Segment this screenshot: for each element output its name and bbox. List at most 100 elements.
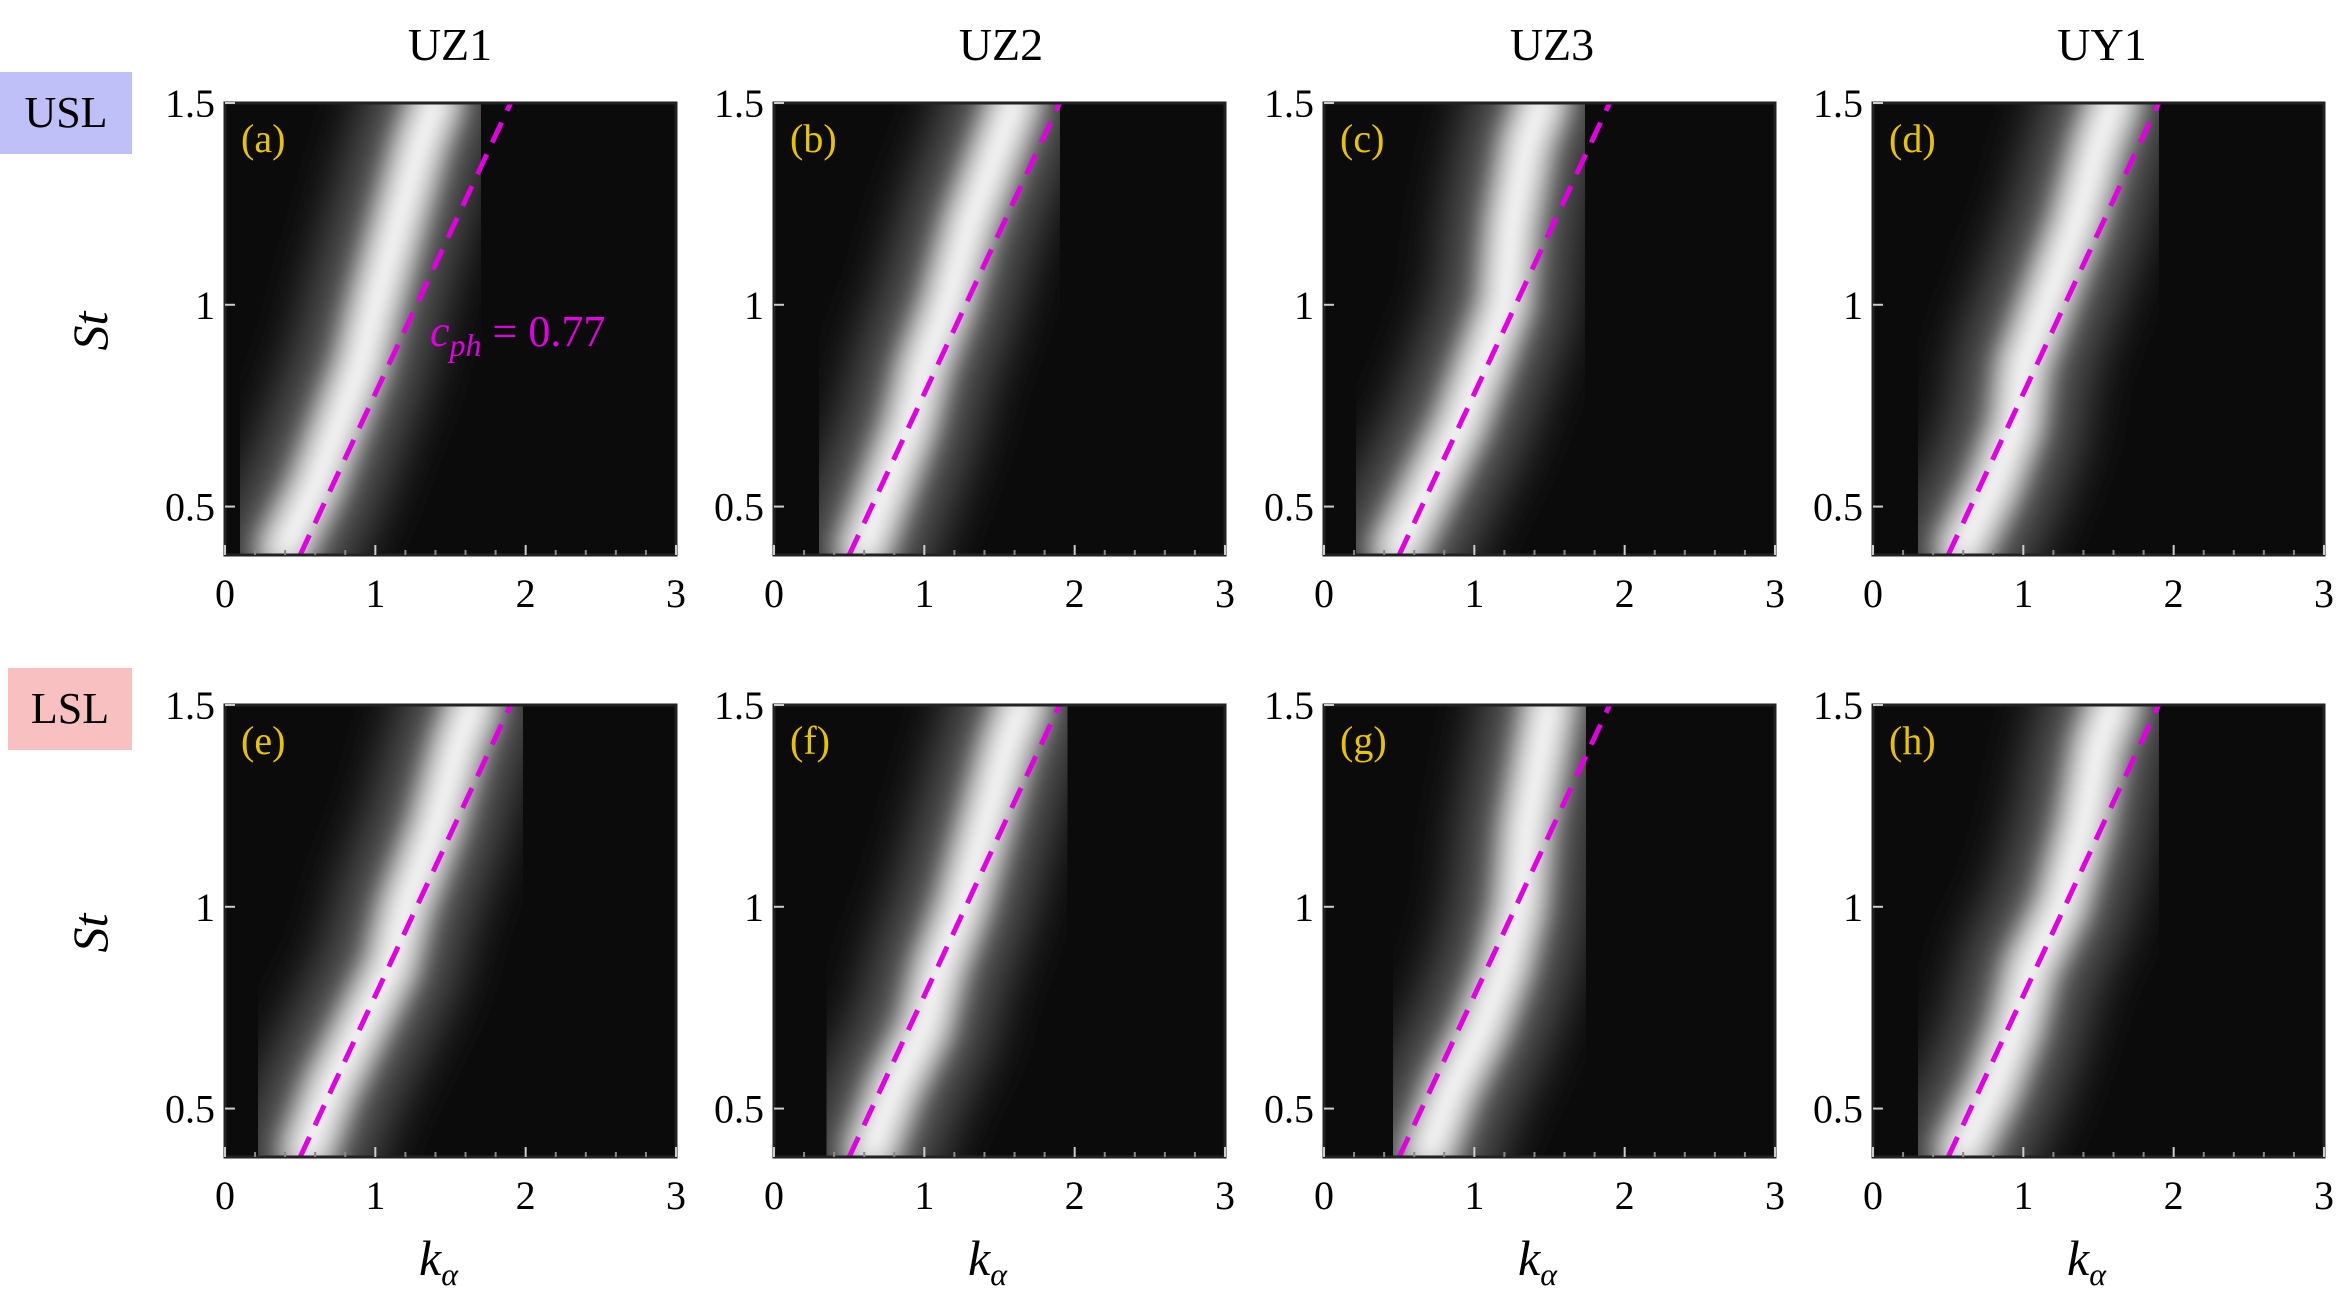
phase-speed-line: [1396, 103, 1612, 555]
x-tick-label: 0: [764, 1173, 784, 1218]
x-tick-label: 3: [2314, 571, 2334, 616]
y-tick-label: 1: [1843, 885, 1863, 930]
x-tick-label: 0: [1314, 571, 1334, 616]
axes-frame: [223, 101, 678, 557]
axes-frame: [772, 703, 1227, 1159]
x-tick-label: 0: [1863, 1173, 1883, 1218]
axes-frame: [1322, 703, 1777, 1159]
phase-speed-line: [297, 103, 513, 555]
y-tick-label: 1.5: [165, 81, 215, 126]
column-title-uz3: UZ3: [1510, 19, 1594, 70]
y-tick-label: 1: [744, 885, 764, 930]
x-axis-label-main: k: [419, 1230, 442, 1286]
x-axis-label-main: k: [968, 1230, 991, 1286]
y-axis-label: St: [62, 912, 118, 952]
column-titles: UZ1 UZ2 UZ3 UY1: [408, 19, 2147, 70]
y-tick-label: 1: [195, 283, 215, 328]
phase-speed-line: [297, 705, 513, 1157]
y-tick-label: 1.5: [1264, 683, 1314, 728]
heatmap-ridge-core: [853, 103, 1026, 555]
phase-speed-line: [1945, 705, 2161, 1157]
y-tick-label: 0.5: [714, 1087, 764, 1132]
heatmap-field: [799, 103, 1080, 555]
heatmap-field: [806, 705, 1088, 1157]
panel-label: (a): [241, 116, 285, 161]
axes-frame: [1322, 101, 1777, 557]
column-title-uz2: UZ2: [959, 19, 1043, 70]
panel-label: (d): [1889, 116, 1936, 161]
panel-h: 0 1 2 3 0.5 1 1.5 (h) kα: [1813, 683, 2334, 1291]
x-tick-label: 0: [764, 571, 784, 616]
panels: 0 1 2 3 0.5 1 1.5 (a) St cph = 0.77 0 1 2 3 0.5 1 1.5 (b)…: [62, 81, 2334, 1291]
y-tick-label: 1: [1294, 885, 1314, 930]
heatmap-ridge-core: [274, 103, 447, 555]
x-tick-label: 3: [2314, 1173, 2334, 1218]
x-axis-label: kα: [2067, 1230, 2107, 1291]
heatmap-ridge-core: [860, 705, 1034, 1157]
x-tick-label: 3: [666, 571, 686, 616]
y-axis-label: St: [62, 310, 118, 350]
row-label-usl-box: [0, 72, 132, 154]
x-tick-label: 1: [914, 1173, 934, 1218]
heatmap-ridge-core: [1418, 705, 1561, 1157]
column-title-uz1: UZ1: [408, 19, 492, 70]
x-tick-label: 2: [1065, 1173, 1085, 1218]
panel-label: (c): [1340, 116, 1384, 161]
y-tick-label: 1: [744, 283, 764, 328]
panel-a: 0 1 2 3 0.5 1 1.5 (a) St cph = 0.77: [62, 81, 686, 616]
row-label-lsl: LSL: [31, 684, 109, 733]
x-tick-label: 1: [2013, 1173, 2033, 1218]
heatmap-field: [225, 103, 501, 555]
phase-speed-line: [1396, 705, 1612, 1157]
panel-c: 0 1 2 3 0.5 1 1.5 (c): [1264, 81, 1785, 616]
panel-label: (g): [1340, 718, 1387, 763]
x-tick-label: 1: [365, 1173, 385, 1218]
row-label-lsl-box: [8, 668, 132, 750]
x-tick-label: 1: [365, 571, 385, 616]
row-labels: USL LSL: [0, 72, 132, 750]
x-tick-label: 3: [1215, 571, 1235, 616]
x-tick-label: 3: [1215, 1173, 1235, 1218]
y-tick-label: 1.5: [1813, 81, 1863, 126]
x-tick-label: 2: [2164, 571, 2184, 616]
heatmap-ridge-core: [1952, 103, 2125, 555]
x-tick-label: 2: [2164, 1173, 2184, 1218]
x-tick-label: 3: [666, 1173, 686, 1218]
x-tick-label: 0: [1314, 1173, 1334, 1218]
x-tick-label: 2: [1065, 571, 1085, 616]
y-tick-label: 0.5: [1813, 1087, 1863, 1132]
panel-g: 0 1 2 3 0.5 1 1.5 (g) kα: [1264, 683, 1785, 1291]
phase-speed-line: [1945, 103, 2161, 555]
panel-label: (f): [790, 718, 830, 763]
x-tick-label: 2: [1615, 1173, 1635, 1218]
x-tick-label: 0: [215, 571, 235, 616]
axes-frame: [1871, 703, 2326, 1159]
y-tick-label: 0.5: [1813, 485, 1863, 530]
x-tick-label: 1: [914, 571, 934, 616]
y-tick-label: 0.5: [714, 485, 764, 530]
x-axis-label: kα: [1518, 1230, 1558, 1291]
column-title-uy1: UY1: [2057, 19, 2146, 70]
row-label-usl: USL: [24, 88, 107, 137]
phase-speed-line: [846, 705, 1062, 1157]
axes-frame: [772, 101, 1227, 557]
x-tick-label: 3: [1765, 571, 1785, 616]
y-tick-label: 1: [1843, 283, 1863, 328]
panel-label: (e): [241, 718, 285, 763]
x-tick-label: 2: [1615, 571, 1635, 616]
panel-b: 0 1 2 3 0.5 1 1.5 (b): [714, 81, 1235, 616]
y-tick-label: 1: [195, 885, 215, 930]
y-tick-label: 1.5: [714, 683, 764, 728]
axes-frame: [223, 703, 678, 1159]
annotation-sub: ph: [448, 327, 482, 363]
x-tick-label: 3: [1765, 1173, 1785, 1218]
x-tick-label: 2: [516, 1173, 536, 1218]
x-axis-label: kα: [968, 1230, 1008, 1291]
phase-speed-line: [846, 103, 1062, 555]
panel-e: 0 1 2 3 0.5 1 1.5 (e) St kα: [62, 683, 686, 1291]
x-tick-label: 0: [1863, 571, 1883, 616]
x-axis-label-main: k: [1518, 1230, 1541, 1286]
y-tick-label: 1.5: [1264, 81, 1314, 126]
x-axis-label: kα: [419, 1230, 459, 1291]
x-tick-label: 0: [215, 1173, 235, 1218]
